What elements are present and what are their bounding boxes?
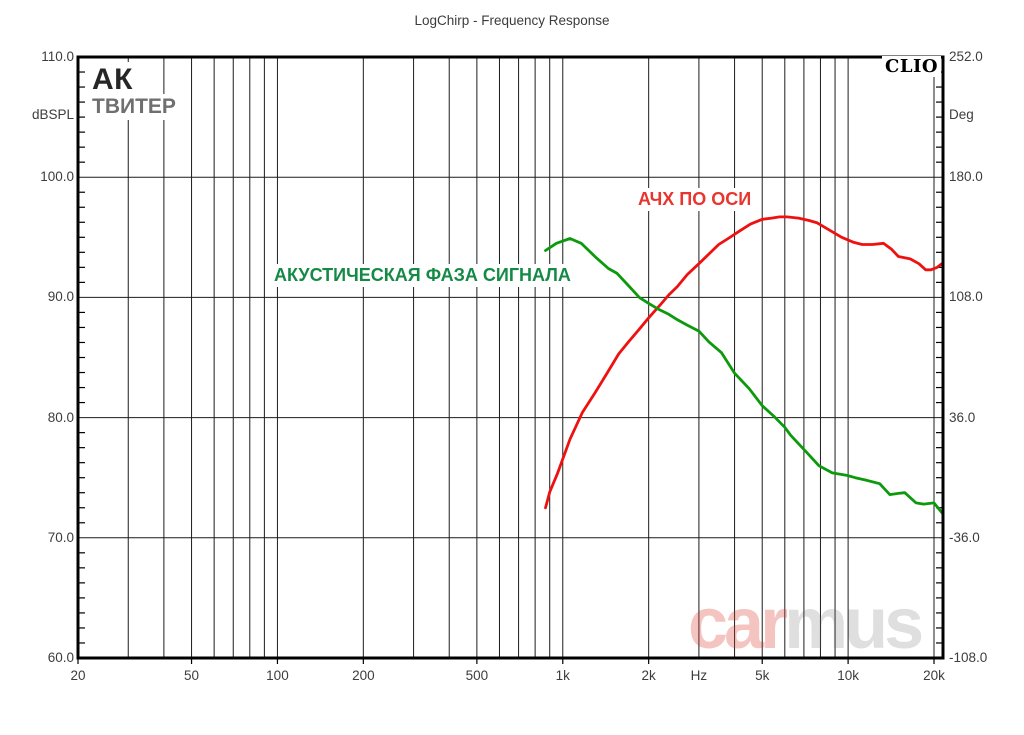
x-tick-label: 20 bbox=[70, 668, 86, 683]
grid-lines bbox=[77, 56, 943, 659]
device-type-label: ТВИТЕР bbox=[88, 94, 180, 120]
watermark-part2: mus bbox=[784, 584, 924, 664]
watermark-part1: car bbox=[688, 584, 788, 664]
plot-border bbox=[76, 55, 945, 660]
x-tick-label: 2k bbox=[641, 668, 656, 683]
y-right-tick-label: 108.0 bbox=[949, 289, 983, 305]
watermark: carmus bbox=[688, 588, 924, 660]
chart-title: LogChirp - Frequency Response bbox=[414, 13, 610, 28]
curves bbox=[544, 215, 944, 514]
spl-curve bbox=[544, 215, 944, 510]
y-right-tick-label: 180.0 bbox=[949, 169, 983, 185]
y-right-tick-label: -36.0 bbox=[949, 529, 980, 545]
phase-curve-label: АКУСТИЧЕСКАЯ ФАЗА СИГНАЛА bbox=[270, 264, 575, 287]
x-tick-label: 10k bbox=[837, 668, 859, 683]
y-right-tick-label: 252.0 bbox=[949, 49, 983, 64]
x-tick-label: 20k bbox=[923, 668, 945, 683]
y-left-tick-label: 90.0 bbox=[47, 289, 74, 305]
y-right-tick-label: -108.0 bbox=[949, 650, 988, 665]
x-tick-label: 100 bbox=[266, 668, 289, 683]
device-name-label: АК bbox=[88, 62, 137, 98]
x-tick-label: 1k bbox=[555, 668, 570, 683]
y-left-tick-label: 80.0 bbox=[47, 409, 74, 425]
clio-logo: CLIO bbox=[882, 56, 942, 77]
y-left-tick-label: 100.0 bbox=[40, 169, 74, 185]
x-axis-unit-label: Hz bbox=[690, 668, 708, 683]
x-tick-label: 200 bbox=[352, 668, 375, 683]
spl-curve-label: АЧХ ПО ОСИ bbox=[634, 188, 756, 211]
y-right-tick-label: 36.0 bbox=[949, 409, 976, 425]
y-left-tick-label: 60.0 bbox=[47, 650, 74, 665]
y-left-unit-label: dBSPL bbox=[31, 107, 74, 122]
x-tick-label: 5k bbox=[755, 668, 770, 683]
x-tick-label: 500 bbox=[465, 668, 489, 683]
phase-curve bbox=[544, 237, 944, 514]
axis-ticks bbox=[77, 71, 943, 664]
y-left-tick-label: 70.0 bbox=[47, 529, 74, 545]
y-left-tick-label: 110.0 bbox=[41, 49, 74, 64]
y-right-unit-label: Deg bbox=[949, 107, 974, 122]
x-tick-label: 50 bbox=[184, 668, 200, 683]
